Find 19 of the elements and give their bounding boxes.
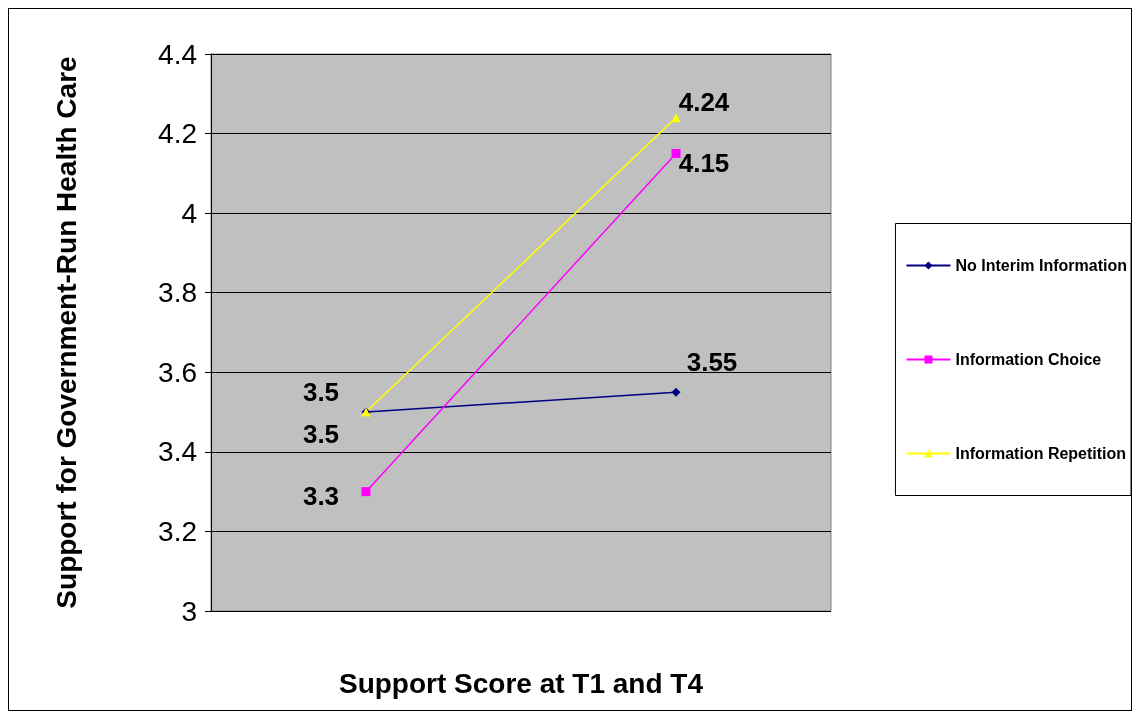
data-label: 3.55 — [686, 347, 738, 378]
legend-label: No Interim Information — [955, 257, 1128, 274]
data-label: 4.15 — [678, 148, 730, 179]
legend-label: Information Repetition — [955, 445, 1127, 462]
legend-label: Information Choice — [955, 351, 1102, 368]
y-tick-label: 3.4 — [158, 436, 197, 468]
y-axis-title: Support for Government-Run Health Care — [50, 56, 82, 609]
x-axis-title: Support Score at T1 and T4 — [338, 667, 704, 699]
data-label: 3.5 — [302, 419, 340, 450]
y-tick-label: 4.4 — [158, 38, 197, 70]
y-tick-label: 3.8 — [158, 277, 197, 309]
data-label: 3.3 — [302, 480, 340, 511]
y-tick-label: 4 — [181, 197, 197, 229]
y-tick-label: 4.2 — [158, 118, 197, 150]
data-label: 3.5 — [302, 377, 340, 408]
y-tick-label: 3 — [181, 595, 197, 627]
y-tick-label: 3.2 — [158, 515, 197, 547]
data-label: 4.24 — [678, 86, 730, 117]
y-tick-label: 3.6 — [158, 356, 197, 388]
